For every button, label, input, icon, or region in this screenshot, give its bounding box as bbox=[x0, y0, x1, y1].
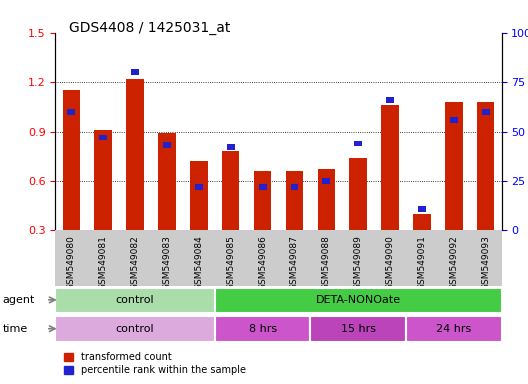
Text: GSM549092: GSM549092 bbox=[449, 235, 458, 290]
Text: control: control bbox=[116, 324, 154, 334]
Bar bbox=[310, 316, 406, 342]
Bar bbox=[254, 171, 271, 280]
Bar bbox=[158, 133, 176, 280]
Bar bbox=[290, 184, 298, 190]
Bar bbox=[222, 151, 240, 280]
Bar bbox=[95, 130, 112, 280]
Text: GSM549086: GSM549086 bbox=[258, 235, 267, 290]
Bar bbox=[413, 214, 431, 280]
Bar bbox=[350, 158, 367, 280]
Text: GSM549089: GSM549089 bbox=[354, 235, 363, 290]
Text: GDS4408 / 1425031_at: GDS4408 / 1425031_at bbox=[69, 21, 230, 35]
Bar bbox=[126, 79, 144, 280]
Text: GSM549085: GSM549085 bbox=[226, 235, 235, 290]
Bar bbox=[195, 184, 203, 190]
Bar bbox=[482, 109, 489, 115]
Bar bbox=[63, 90, 80, 280]
Text: GSM549082: GSM549082 bbox=[130, 235, 139, 290]
Text: 15 hrs: 15 hrs bbox=[341, 324, 376, 334]
Bar bbox=[227, 144, 234, 150]
Bar bbox=[386, 97, 394, 103]
Text: GSM549091: GSM549091 bbox=[418, 235, 427, 290]
Bar bbox=[163, 142, 171, 148]
Text: control: control bbox=[116, 295, 154, 305]
Text: GSM549084: GSM549084 bbox=[194, 235, 203, 290]
Bar bbox=[381, 105, 399, 280]
Bar bbox=[450, 117, 458, 122]
Bar bbox=[406, 316, 502, 342]
Text: GSM549093: GSM549093 bbox=[481, 235, 490, 290]
Legend: transformed count, percentile rank within the sample: transformed count, percentile rank withi… bbox=[60, 348, 250, 379]
Text: GSM549080: GSM549080 bbox=[67, 235, 76, 290]
Bar bbox=[215, 316, 310, 342]
Bar bbox=[131, 69, 139, 75]
Text: 24 hrs: 24 hrs bbox=[436, 324, 472, 334]
Bar bbox=[99, 134, 107, 140]
Bar bbox=[323, 178, 331, 184]
Text: 8 hrs: 8 hrs bbox=[249, 324, 277, 334]
Text: GSM549083: GSM549083 bbox=[163, 235, 172, 290]
Bar bbox=[286, 171, 303, 280]
Bar bbox=[259, 184, 267, 190]
Bar bbox=[68, 109, 76, 115]
Text: time: time bbox=[3, 324, 28, 334]
Bar bbox=[55, 316, 215, 342]
Text: agent: agent bbox=[3, 295, 35, 305]
Text: GSM549088: GSM549088 bbox=[322, 235, 331, 290]
Bar bbox=[190, 161, 208, 280]
Bar bbox=[418, 206, 426, 212]
Text: GSM549081: GSM549081 bbox=[99, 235, 108, 290]
Bar bbox=[317, 169, 335, 280]
Text: GSM549090: GSM549090 bbox=[385, 235, 394, 290]
Bar bbox=[55, 288, 215, 313]
Text: DETA-NONOate: DETA-NONOate bbox=[316, 295, 401, 305]
Bar bbox=[445, 102, 463, 280]
Bar bbox=[354, 141, 362, 146]
Text: GSM549087: GSM549087 bbox=[290, 235, 299, 290]
Bar bbox=[215, 288, 502, 313]
Bar bbox=[477, 102, 494, 280]
